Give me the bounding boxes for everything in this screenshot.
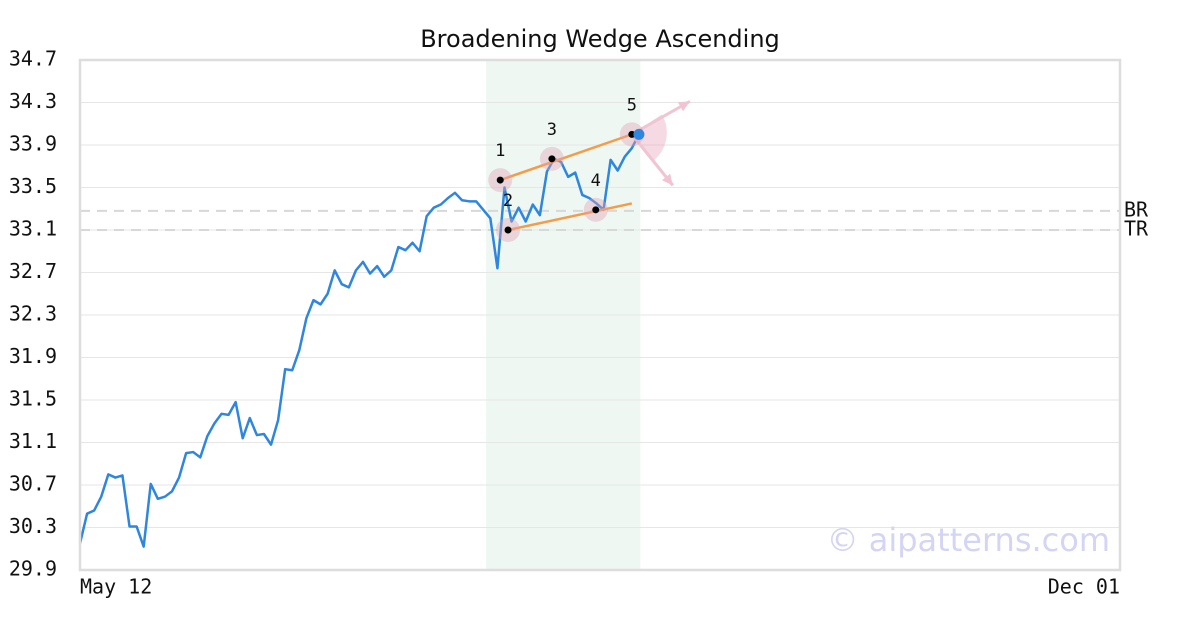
pattern-label: 3	[547, 120, 557, 140]
trendline	[507, 202, 633, 232]
y-tick-label: 30.7	[9, 472, 57, 496]
arrow-head	[677, 101, 690, 112]
pattern-point	[496, 176, 504, 184]
y-tick-label: 29.9	[9, 557, 57, 581]
y-tick-label: 30.3	[9, 514, 57, 538]
trendline	[499, 133, 633, 182]
y-tick-label: 34.3	[9, 89, 57, 113]
pattern-point	[548, 155, 556, 163]
y-tick-label: 34.7	[9, 47, 57, 71]
pattern-label: 5	[627, 95, 637, 115]
x-tick-label: May 12	[80, 575, 152, 599]
pattern-point	[592, 206, 600, 214]
projection-arrow	[631, 100, 691, 136]
reference-label: BR	[1124, 197, 1149, 221]
y-tick-label: 32.3	[9, 302, 57, 326]
last-price	[633, 128, 645, 140]
y-tick-label: 33.5	[9, 174, 57, 198]
projection-wedge	[631, 114, 667, 161]
pattern-label: 1	[495, 141, 505, 161]
plot-border	[78, 58, 1122, 572]
chart-title: Broadening Wedge Ascending	[420, 25, 780, 53]
y-tick-label: 31.5	[9, 387, 57, 411]
watermark: © aipatterns.com	[827, 521, 1110, 559]
y-tick-label: 31.9	[9, 344, 57, 368]
x-tick-label: Dec 01	[1048, 575, 1120, 599]
y-tick-label: 31.1	[9, 429, 57, 453]
pattern-label: 2	[503, 191, 513, 211]
pattern-point	[628, 130, 636, 138]
projection-arrow	[630, 133, 675, 187]
pattern-point	[504, 226, 512, 234]
y-tick-label: 33.9	[9, 132, 57, 156]
price-line	[78, 133, 641, 548]
y-tick-label: 32.7	[9, 259, 57, 283]
y-tick-label: 33.1	[9, 217, 57, 241]
arrow-head	[661, 173, 673, 186]
pattern-label: 4	[591, 171, 601, 191]
reference-label: TR	[1124, 217, 1149, 241]
